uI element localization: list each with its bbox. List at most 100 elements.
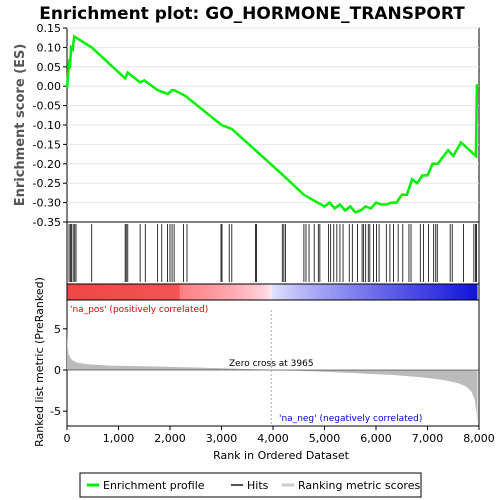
colorbar-segment [463, 284, 468, 300]
colorbar-segment [125, 284, 130, 300]
colorbar-segment [128, 284, 133, 300]
es-tick-label: -0.25 [33, 177, 61, 190]
colorbar-segment [429, 284, 434, 300]
x-axis-title: Rank in Ordered Dataset [213, 449, 350, 462]
legend-label-profile: Enrichment profile [103, 479, 205, 492]
colorbar-segment [217, 284, 222, 300]
colorbar-segment [299, 284, 304, 300]
x-tick-label: 3,000 [206, 432, 238, 445]
colorbar-segment [152, 284, 157, 300]
x-tick-label: 5,000 [309, 432, 341, 445]
colorbar-segment [268, 284, 273, 300]
colorbar-segment [336, 284, 341, 300]
colorbar-segment [442, 284, 447, 300]
colorbar-segment [97, 284, 102, 300]
x-tick-label: 2,000 [154, 432, 186, 445]
colorbar-segment [138, 284, 143, 300]
legend-item-hits: Hits [231, 479, 269, 492]
colorbar-segment [80, 284, 85, 300]
colorbar-segment [371, 284, 376, 300]
colorbar-segment [251, 284, 256, 300]
colorbar-segment [295, 284, 300, 300]
es-tick-label: -0.30 [33, 197, 61, 210]
colorbar-segment [415, 284, 420, 300]
colorbar-segment [323, 284, 328, 300]
colorbar-segment [145, 284, 150, 300]
colorbar-segment [135, 284, 140, 300]
colorbar-segment [94, 284, 99, 300]
pos-label: 'na_pos' (positively correlated) [70, 305, 208, 315]
colorbar-segment [278, 284, 283, 300]
ranked-tick-label: 5 [54, 323, 61, 336]
colorbar-segment [224, 284, 229, 300]
colorbar-segment [254, 284, 259, 300]
colorbar-segment [87, 284, 92, 300]
es-tick-label: -0.05 [33, 100, 61, 113]
colorbar-segment [391, 284, 396, 300]
zero-cross-label: Zero cross at 3965 [229, 359, 314, 369]
colorbar-segment [142, 284, 147, 300]
colorbar-segment [466, 284, 471, 300]
colorbar-segment [114, 284, 119, 300]
colorbar-segment [90, 284, 95, 300]
ranked-y-axis: 5 0 -5 [50, 323, 67, 418]
colorbar-segment [258, 284, 263, 300]
colorbar-segment [408, 284, 413, 300]
colorbar-segment [422, 284, 427, 300]
colorbar-segment [449, 284, 454, 300]
colorbar-segment [357, 284, 362, 300]
colorbar-segment [73, 284, 78, 300]
colorbar-segment [453, 284, 458, 300]
colorbar-segment [131, 284, 136, 300]
colorbar-segment [248, 284, 253, 300]
colorbar-segment [210, 284, 215, 300]
colorbar-segment [309, 284, 314, 300]
colorbar-segment [456, 284, 461, 300]
correlation-colorbar [67, 284, 478, 300]
es-tick-label: 0.05 [37, 61, 62, 74]
colorbar-segment [159, 284, 164, 300]
es-tick-label: 0.00 [37, 80, 62, 93]
colorbar-segment [333, 284, 338, 300]
colorbar-segment [237, 284, 242, 300]
x-tick-label: 8,000 [463, 432, 495, 445]
colorbar-segment [203, 284, 208, 300]
colorbar-segment [347, 284, 352, 300]
colorbar-segment [111, 284, 116, 300]
colorbar-segment [101, 284, 106, 300]
colorbar-segment [326, 284, 331, 300]
colorbar-segment [340, 284, 345, 300]
colorbar-segment [220, 284, 225, 300]
colorbar-segment [377, 284, 382, 300]
colorbar-segment [432, 284, 437, 300]
es-y-axis: 0.15 0.10 0.05 0.00 -0.05 -0.10 -0.15 -0.20 -0.2… [33, 22, 67, 229]
colorbar-segment [121, 284, 126, 300]
es-tick-label: -0.20 [33, 158, 61, 171]
es-tick-label: 0.10 [37, 41, 62, 54]
colorbar-segment [275, 284, 280, 300]
colorbar-segment [289, 284, 294, 300]
ranked-axis-title: Ranked list metric (PreRanked) [33, 277, 46, 447]
colorbar-segment [381, 284, 386, 300]
colorbar-segment [207, 284, 212, 300]
ranked-tick-label: -5 [50, 405, 61, 418]
colorbar-segment [155, 284, 160, 300]
colorbar-segment [261, 284, 266, 300]
colorbar-segment [388, 284, 393, 300]
colorbar-segment [316, 284, 321, 300]
colorbar-segment [193, 284, 198, 300]
colorbar-segment [189, 284, 194, 300]
colorbar-segment [179, 284, 184, 300]
colorbar-segment [285, 284, 290, 300]
colorbar-segment [230, 284, 235, 300]
hits-panel [66, 221, 480, 285]
colorbar-segment [350, 284, 355, 300]
colorbar-segment [405, 284, 410, 300]
colorbar-segment [446, 284, 451, 300]
colorbar-segment [200, 284, 205, 300]
colorbar-segment [330, 284, 335, 300]
colorbar-segment [394, 284, 399, 300]
colorbar-segment [241, 284, 246, 300]
ranked-panel [66, 299, 480, 427]
